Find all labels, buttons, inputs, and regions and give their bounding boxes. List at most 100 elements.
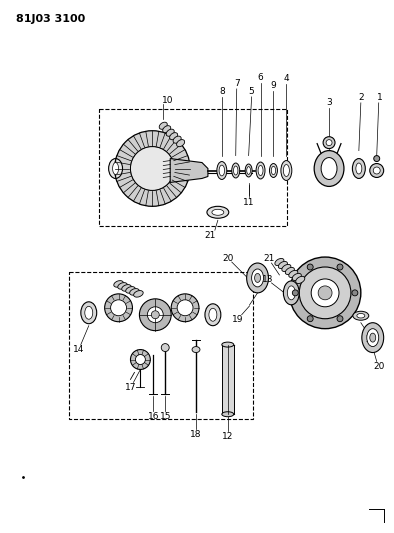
Text: 5: 5 <box>249 87 255 96</box>
Circle shape <box>130 147 174 190</box>
Circle shape <box>373 167 380 174</box>
Text: 2: 2 <box>358 93 364 102</box>
Text: 13: 13 <box>262 276 273 285</box>
Text: 20: 20 <box>373 362 385 371</box>
Ellipse shape <box>362 322 384 352</box>
Ellipse shape <box>352 158 365 179</box>
Text: 16: 16 <box>148 411 159 421</box>
Ellipse shape <box>222 411 234 417</box>
Circle shape <box>111 300 126 316</box>
Circle shape <box>337 264 343 270</box>
Ellipse shape <box>163 126 171 133</box>
Ellipse shape <box>209 308 217 321</box>
Text: 6: 6 <box>258 74 264 83</box>
Text: 21: 21 <box>264 254 275 263</box>
Ellipse shape <box>255 273 260 282</box>
Text: 11: 11 <box>243 198 255 207</box>
Circle shape <box>292 290 298 296</box>
Text: 17: 17 <box>125 383 136 392</box>
Circle shape <box>374 156 380 161</box>
Ellipse shape <box>258 165 263 175</box>
Ellipse shape <box>321 158 337 180</box>
Circle shape <box>171 294 199 322</box>
Ellipse shape <box>356 163 362 174</box>
Ellipse shape <box>314 151 344 187</box>
Circle shape <box>161 344 169 352</box>
Text: 18: 18 <box>190 430 202 439</box>
Text: 1: 1 <box>377 93 383 102</box>
Text: 81J03 3100: 81J03 3100 <box>16 14 85 25</box>
Text: 20: 20 <box>222 254 234 263</box>
Text: 7: 7 <box>234 79 240 88</box>
Text: 12: 12 <box>222 432 234 441</box>
Ellipse shape <box>287 286 295 300</box>
Circle shape <box>130 147 174 190</box>
Ellipse shape <box>122 285 131 291</box>
Ellipse shape <box>212 209 224 215</box>
Ellipse shape <box>166 129 174 136</box>
Circle shape <box>177 300 193 316</box>
Ellipse shape <box>192 346 200 352</box>
Text: 8: 8 <box>219 87 225 96</box>
Circle shape <box>307 316 313 322</box>
Text: 3: 3 <box>326 99 332 107</box>
Ellipse shape <box>232 163 240 178</box>
Ellipse shape <box>289 270 298 278</box>
Text: 19: 19 <box>232 315 243 324</box>
Ellipse shape <box>81 302 97 324</box>
Circle shape <box>115 131 190 206</box>
Ellipse shape <box>256 162 265 179</box>
Ellipse shape <box>283 165 289 176</box>
Ellipse shape <box>285 268 294 274</box>
Ellipse shape <box>357 313 365 318</box>
Circle shape <box>151 311 159 319</box>
Text: 9: 9 <box>271 82 276 91</box>
Circle shape <box>139 299 171 330</box>
Ellipse shape <box>118 282 127 289</box>
Ellipse shape <box>170 133 178 140</box>
Circle shape <box>130 350 151 369</box>
Ellipse shape <box>278 261 288 269</box>
Bar <box>222 345 234 414</box>
Ellipse shape <box>126 287 135 293</box>
Circle shape <box>311 279 339 307</box>
Text: 4: 4 <box>284 75 289 84</box>
Ellipse shape <box>252 269 264 287</box>
Circle shape <box>147 307 163 322</box>
Ellipse shape <box>292 273 301 280</box>
Ellipse shape <box>247 167 251 174</box>
Ellipse shape <box>367 329 379 346</box>
Ellipse shape <box>85 306 93 319</box>
Text: 21: 21 <box>365 335 376 344</box>
Ellipse shape <box>114 281 123 287</box>
Text: 10: 10 <box>162 96 173 106</box>
Circle shape <box>307 264 313 270</box>
Ellipse shape <box>219 165 225 176</box>
Ellipse shape <box>271 166 276 175</box>
Circle shape <box>299 267 351 319</box>
Ellipse shape <box>217 161 227 180</box>
Ellipse shape <box>282 264 291 272</box>
Polygon shape <box>170 158 208 182</box>
Circle shape <box>289 257 361 329</box>
Circle shape <box>136 354 145 365</box>
Ellipse shape <box>109 158 123 179</box>
Circle shape <box>370 164 384 177</box>
Text: 15: 15 <box>160 411 171 421</box>
Circle shape <box>105 294 132 322</box>
Ellipse shape <box>113 163 119 174</box>
Circle shape <box>352 290 358 296</box>
Circle shape <box>318 286 332 300</box>
Ellipse shape <box>177 140 185 147</box>
Ellipse shape <box>370 333 376 342</box>
Ellipse shape <box>283 281 299 305</box>
Ellipse shape <box>134 290 143 297</box>
Ellipse shape <box>296 276 305 284</box>
Circle shape <box>337 316 343 322</box>
Ellipse shape <box>353 311 369 320</box>
Ellipse shape <box>269 164 277 177</box>
Ellipse shape <box>130 288 139 295</box>
Ellipse shape <box>281 160 292 181</box>
Ellipse shape <box>245 164 252 177</box>
Bar <box>99 109 287 226</box>
